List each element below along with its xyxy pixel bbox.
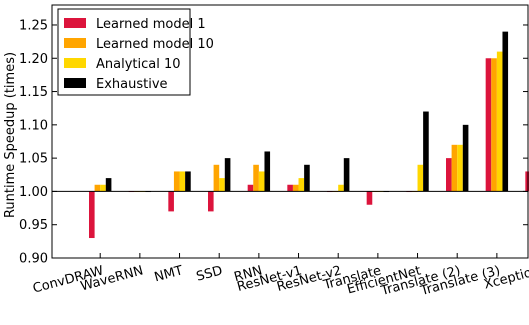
bar <box>298 178 305 192</box>
bar <box>179 171 186 192</box>
y-axis-label: Runtime Speedup (times) <box>3 52 18 218</box>
bar <box>168 191 174 212</box>
y-tick-label: 1.10 <box>19 118 48 133</box>
bar <box>208 191 214 212</box>
bar <box>253 164 259 192</box>
bar <box>457 144 463 192</box>
bar <box>451 144 458 192</box>
bar <box>258 171 265 192</box>
bar <box>100 184 106 192</box>
bar <box>105 178 112 192</box>
legend-label: Exhaustive <box>96 77 168 92</box>
y-tick-label: 1.15 <box>19 85 48 100</box>
legend: Learned model 1 Learned model 10 Analytica… <box>57 8 214 96</box>
plot-area <box>52 31 529 239</box>
y-tick-label: 1.05 <box>19 152 48 167</box>
bar <box>485 58 492 192</box>
plot-frame <box>51 4 529 259</box>
legend-swatch <box>64 38 86 48</box>
y-tick-label: 1.20 <box>19 52 48 67</box>
bar <box>224 158 231 192</box>
bar <box>423 111 429 192</box>
bar <box>264 151 271 192</box>
bar <box>446 158 452 192</box>
bar <box>213 164 220 192</box>
bar <box>502 31 509 192</box>
bar <box>462 124 469 192</box>
x-tick-label: SSD <box>195 263 224 284</box>
bar <box>304 164 310 192</box>
y-tick-label: 0.95 <box>19 218 48 233</box>
bar <box>366 191 373 205</box>
bar <box>247 184 254 192</box>
bar <box>338 184 344 192</box>
bar <box>292 184 299 192</box>
bar <box>173 171 180 192</box>
bar <box>89 191 95 239</box>
y-tick-label: 1.25 <box>19 18 48 33</box>
bar <box>496 51 503 192</box>
bar <box>525 171 529 192</box>
bar <box>343 158 350 192</box>
bar <box>185 171 191 192</box>
legend-swatch <box>64 58 86 68</box>
legend-label: Learned model 1 <box>96 17 206 32</box>
bar <box>491 58 497 192</box>
y-tick-label: 1.00 <box>19 185 48 200</box>
legend-label: Analytical 10 <box>96 57 181 72</box>
x-tick-label: RNN <box>233 263 264 285</box>
bar <box>94 184 101 192</box>
bar <box>219 178 225 192</box>
bar <box>417 164 424 192</box>
x-tick-label: NMT <box>153 263 185 285</box>
bar <box>287 184 293 192</box>
legend-swatch <box>64 78 86 88</box>
y-tick-label: 0.90 <box>19 252 48 267</box>
legend-label: Learned model 10 <box>96 37 214 52</box>
legend-swatch <box>64 18 86 28</box>
